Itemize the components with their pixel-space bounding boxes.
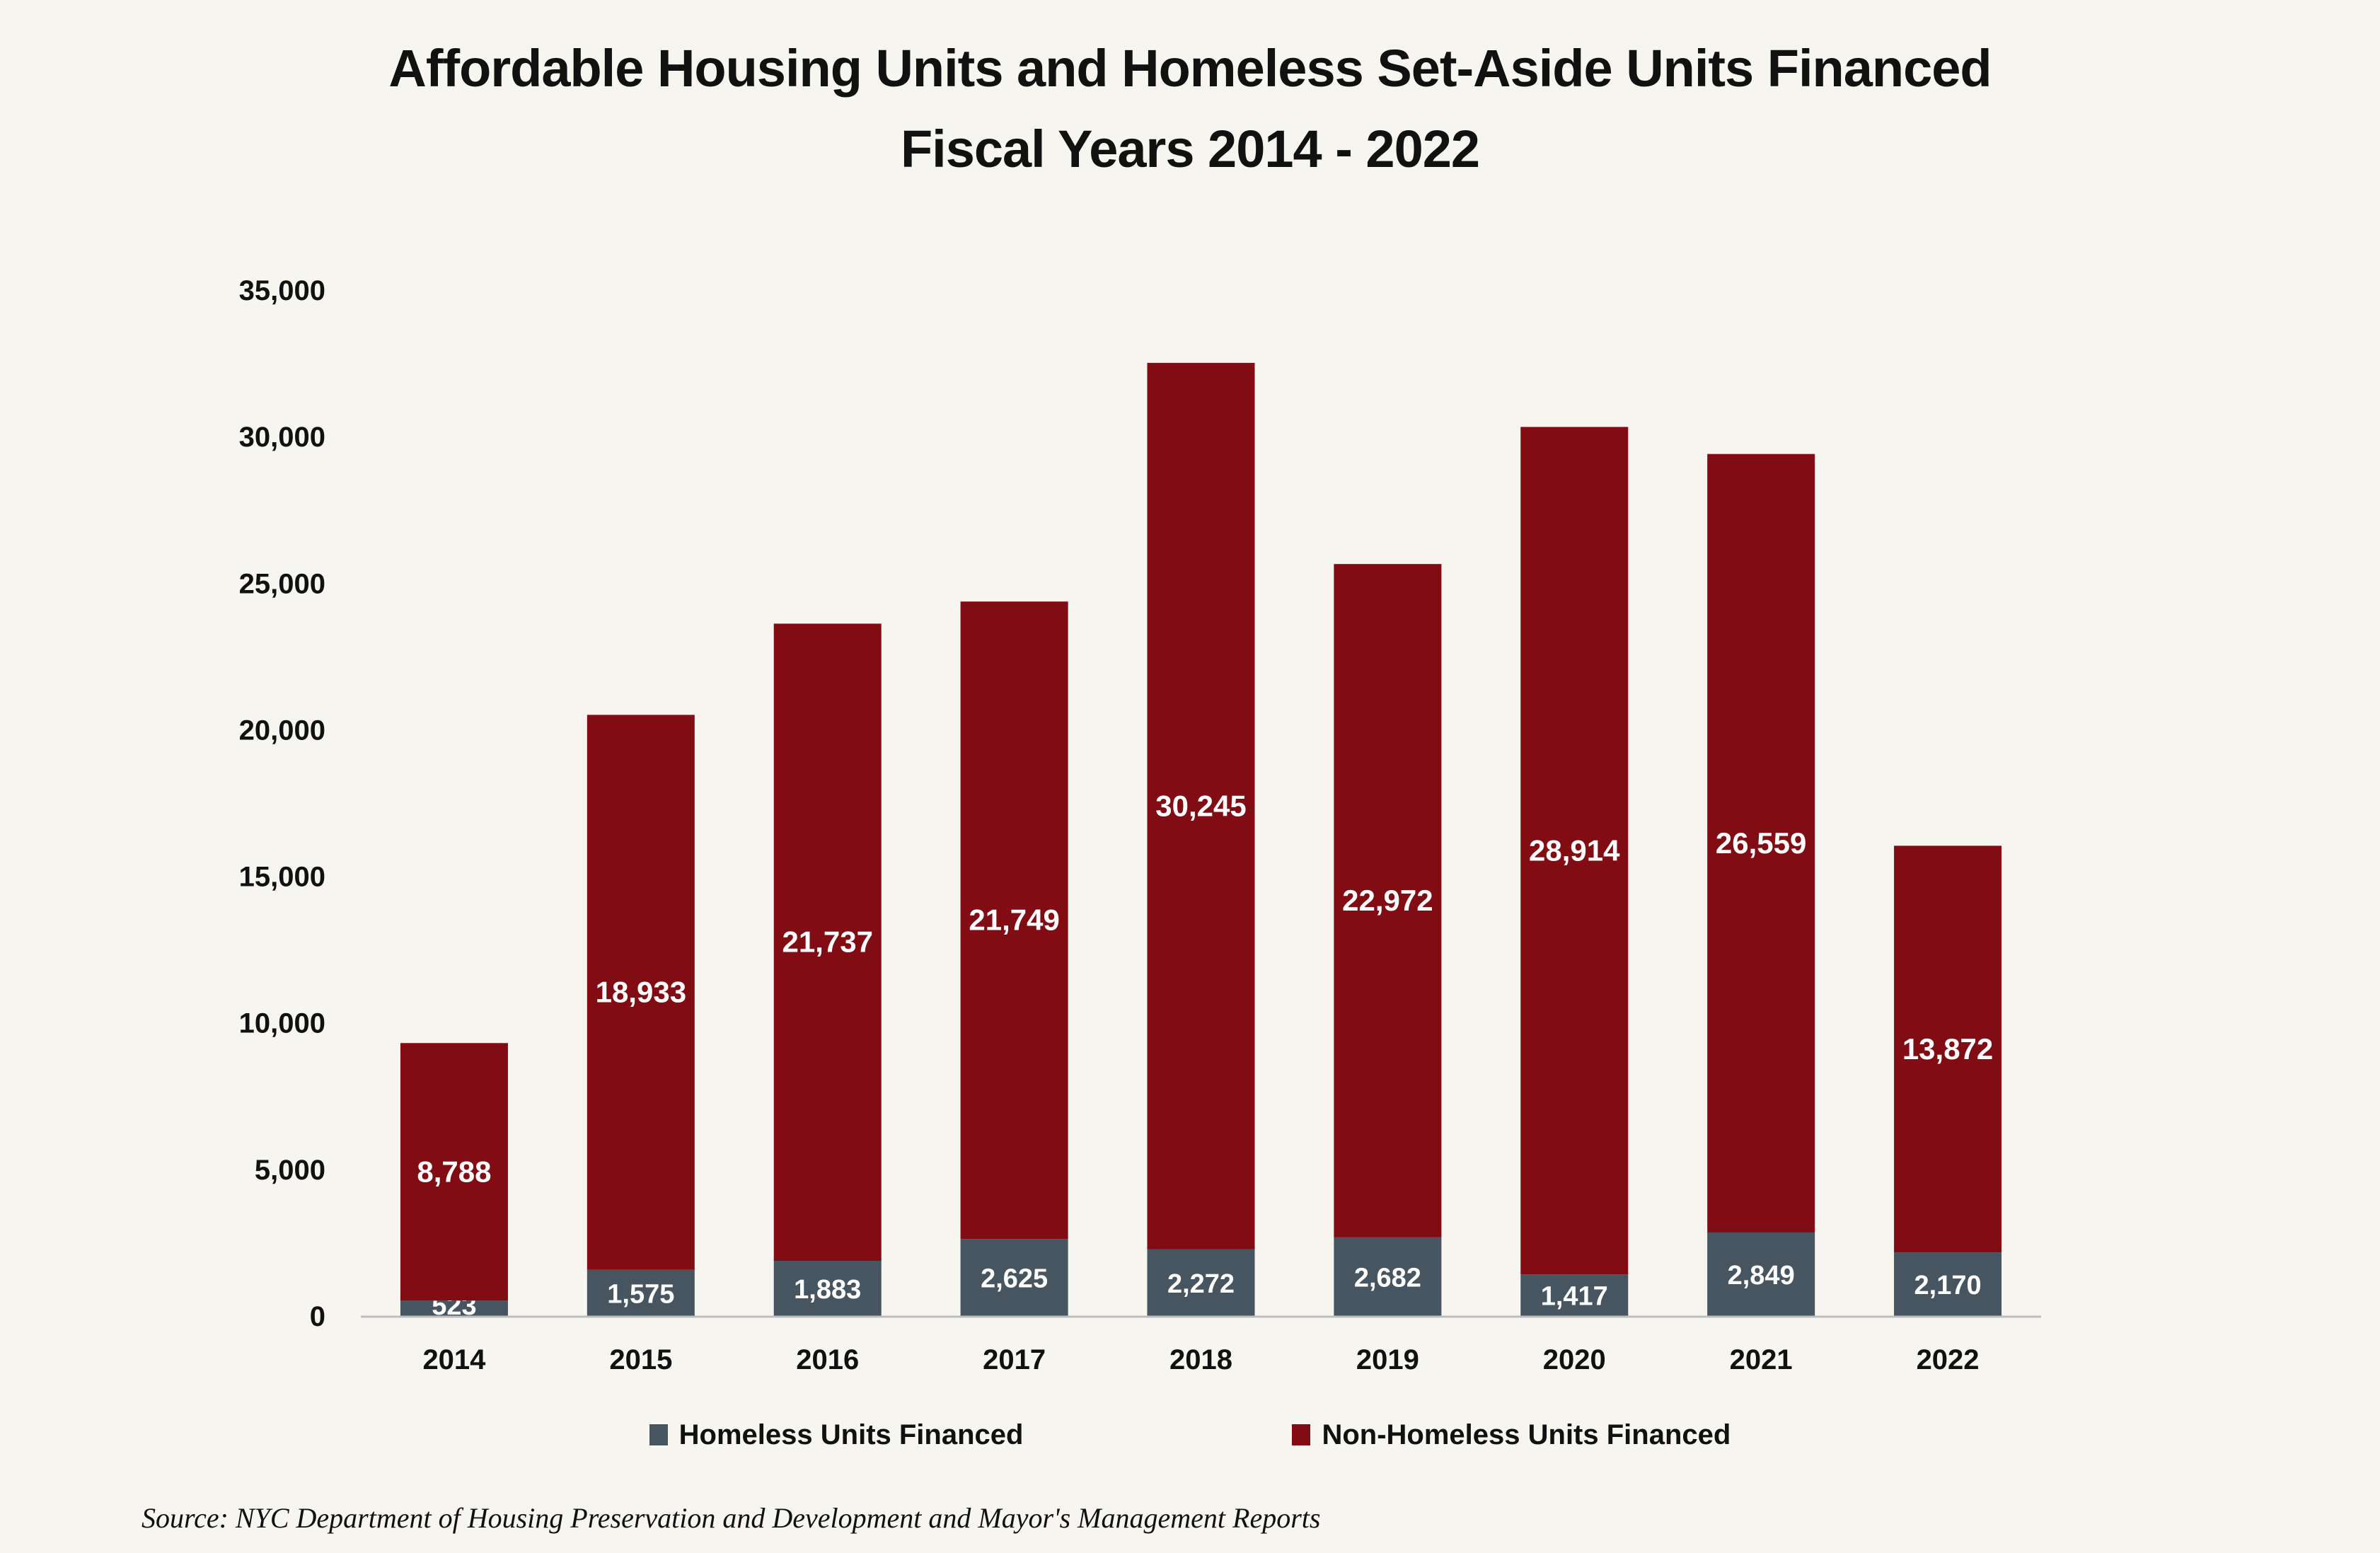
chart-subtitle: Fiscal Years 2014 - 2022 xyxy=(900,120,1480,178)
x-tick-label: 2015 xyxy=(609,1344,672,1375)
source-note: Source: NYC Department of Housing Preser… xyxy=(141,1502,1321,1534)
legend-label-homeless: Homeless Units Financed xyxy=(678,1419,1024,1450)
data-label: 30,245 xyxy=(1155,789,1246,822)
chart-title-line: Affordable Housing Units and Homeless Se… xyxy=(388,39,1992,98)
data-label: 1,883 xyxy=(794,1275,861,1305)
bar-segment-non-homeless xyxy=(1894,845,2002,1253)
data-label: 1,575 xyxy=(607,1279,674,1309)
y-tick-label: 10,000 xyxy=(239,1008,325,1039)
x-tick-label: 2016 xyxy=(796,1344,859,1375)
data-label: 8,788 xyxy=(417,1155,491,1188)
bar-segment-non-homeless xyxy=(773,623,882,1261)
chart-title: Affordable Housing Units and Homeless Se… xyxy=(0,28,2380,190)
bar-segment-homeless xyxy=(1334,1237,1442,1316)
y-tick-label: 25,000 xyxy=(239,568,325,599)
bar-segment-homeless xyxy=(1520,1274,1629,1316)
y-tick-label: 35,000 xyxy=(239,275,325,306)
x-tick-label: 2020 xyxy=(1543,1344,1606,1375)
y-axis: 0 5,000 10,000 15,000 20,000 25,000 30,000 35,0… xyxy=(239,275,325,1332)
bar-segment-non-homeless xyxy=(400,1043,508,1301)
x-tick-label: 2017 xyxy=(983,1344,1046,1375)
x-tick-label: 2021 xyxy=(1730,1344,1793,1375)
bar-segment-homeless xyxy=(773,1260,882,1316)
data-label: 21,737 xyxy=(782,925,872,959)
data-label: 2,170 xyxy=(1914,1271,1982,1300)
legend-label-non-homeless: Non-Homeless Units Financed xyxy=(1322,1419,1731,1450)
bar-segment-homeless xyxy=(587,1269,695,1316)
x-tick-label: 2019 xyxy=(1356,1344,1419,1375)
bar-segment-homeless xyxy=(400,1300,508,1316)
data-label: 1,417 xyxy=(1541,1282,1608,1312)
legend: Homeless Units Financed Non-Homeless Uni… xyxy=(0,1414,2380,1456)
bar-segment-non-homeless xyxy=(1520,427,1629,1275)
y-tick-label: 0 xyxy=(310,1301,325,1332)
legend-item-homeless: Homeless Units Financed xyxy=(649,1414,1024,1456)
data-label: 2,849 xyxy=(1728,1261,1795,1291)
y-tick-label: 15,000 xyxy=(239,862,325,893)
y-tick-label: 20,000 xyxy=(239,715,325,746)
data-label: 13,872 xyxy=(1902,1032,1993,1066)
data-label: 26,559 xyxy=(1716,826,1806,860)
data-label: 2,682 xyxy=(1354,1263,1421,1293)
legend-swatch-non-homeless xyxy=(1292,1424,1311,1445)
data-label: 22,972 xyxy=(1342,884,1433,917)
bar-segment-homeless xyxy=(1707,1232,1815,1316)
x-tick-label: 2014 xyxy=(422,1344,486,1375)
bar-segment-non-homeless xyxy=(1147,362,1255,1249)
x-tick-label: 2018 xyxy=(1169,1344,1232,1375)
bar-segment-homeless xyxy=(1147,1249,1255,1316)
bar-segment-homeless xyxy=(1894,1252,2002,1316)
data-label: 28,914 xyxy=(1529,833,1620,867)
bar-segment-homeless xyxy=(960,1239,1068,1316)
data-label: 2,272 xyxy=(1167,1269,1235,1299)
bars: 5238,7881,57518,9331,88321,7372,62521,74… xyxy=(400,362,2002,1321)
bar-segment-non-homeless xyxy=(1707,454,1815,1232)
data-label: 21,749 xyxy=(969,903,1059,937)
data-label: 18,933 xyxy=(596,976,686,1009)
y-tick-label: 30,000 xyxy=(239,422,325,453)
x-tick-label: 2022 xyxy=(1917,1344,1980,1375)
y-tick-label: 5,000 xyxy=(255,1155,325,1186)
bar-segment-non-homeless xyxy=(587,715,695,1270)
legend-swatch-homeless xyxy=(649,1424,668,1445)
legend-item-non-homeless: Non-Homeless Units Financed xyxy=(1292,1414,1731,1456)
data-label: 2,625 xyxy=(981,1264,1048,1294)
bar-segment-non-homeless xyxy=(960,601,1068,1240)
bar-segment-non-homeless xyxy=(1334,564,1442,1237)
x-axis: 2014 2015 2016 2017 2018 2019 2020 2021 2022 xyxy=(361,1315,2041,1375)
